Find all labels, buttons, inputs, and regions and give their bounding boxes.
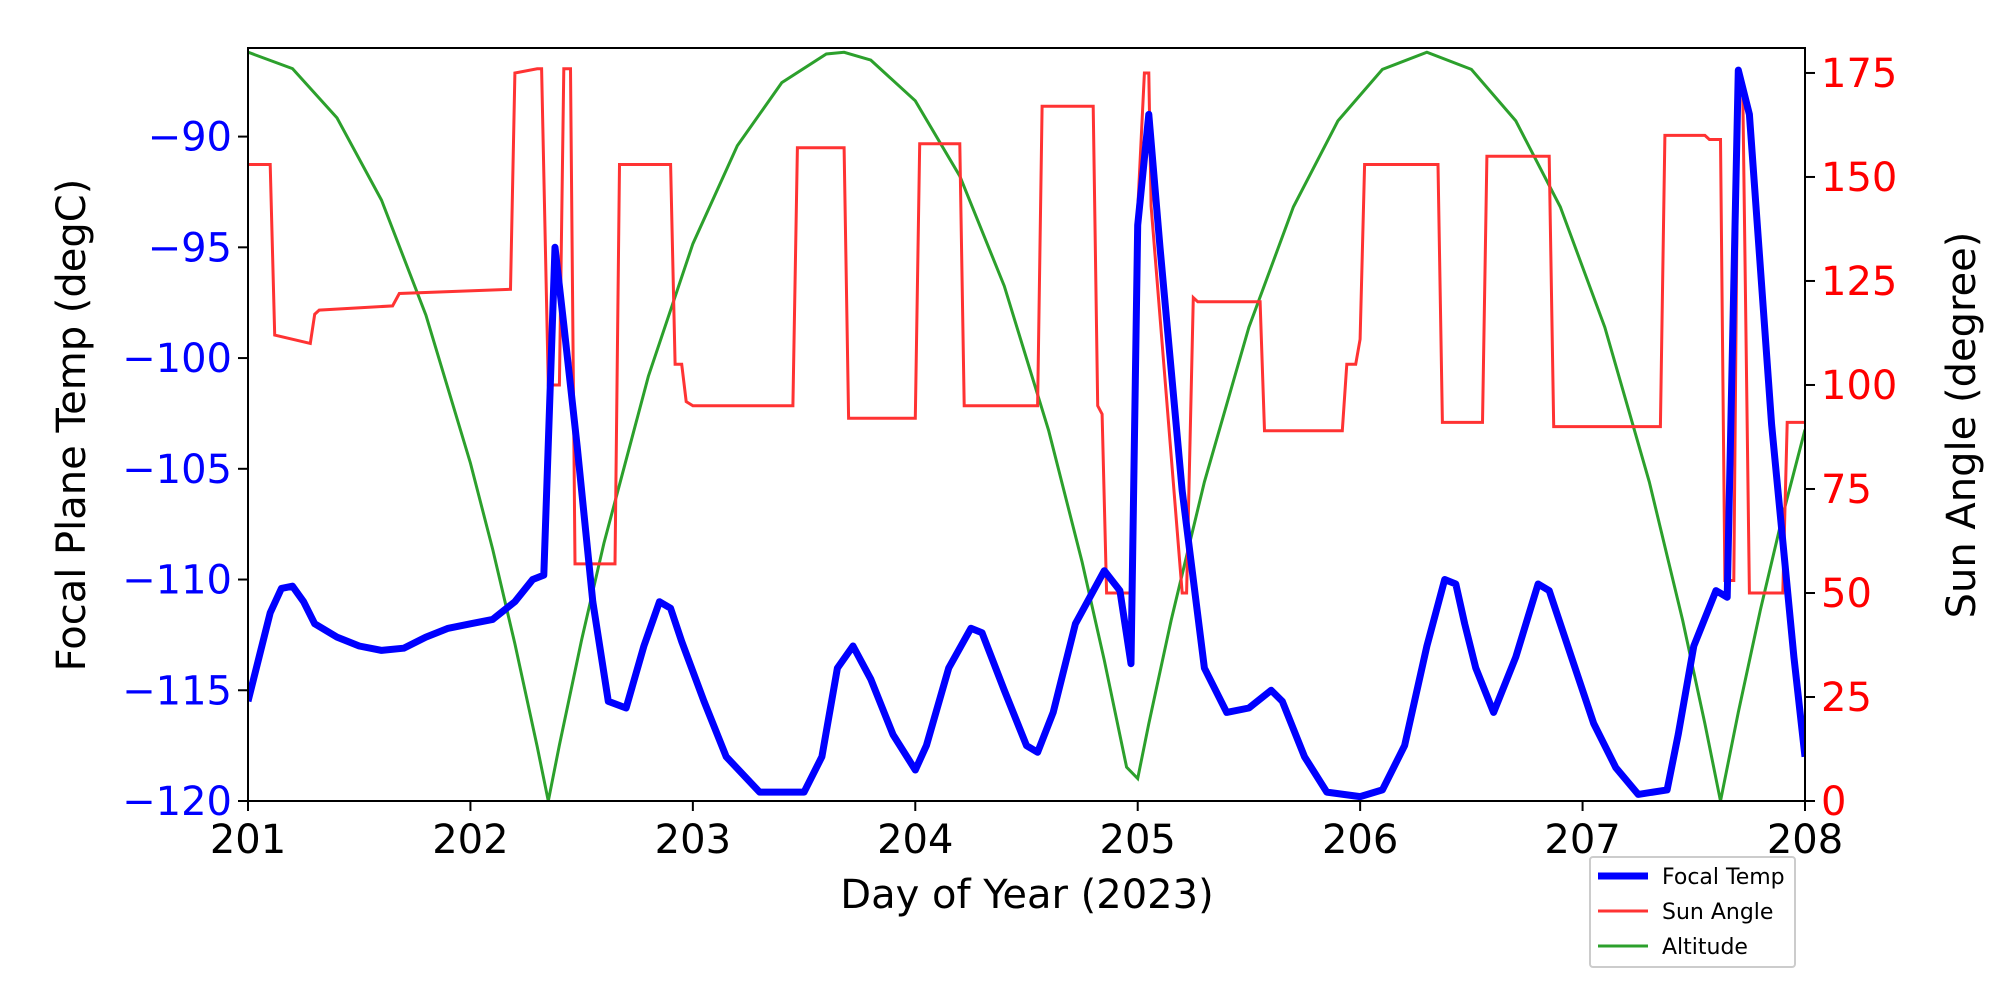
x-tick-label: 204 bbox=[877, 817, 953, 863]
sun-angle-series-line bbox=[248, 67, 1805, 595]
left-y-tick-label: −120 bbox=[122, 779, 232, 825]
right-y-tick-label: 150 bbox=[1821, 155, 1897, 201]
left-y-tick-label: −110 bbox=[122, 558, 232, 604]
right-y-tick-label: 0 bbox=[1821, 779, 1846, 825]
x-tick-label: 208 bbox=[1767, 817, 1843, 863]
left-y-tick-label: −90 bbox=[148, 115, 232, 161]
right-y-tick-label: 175 bbox=[1821, 51, 1897, 97]
right-y-tick-label: 50 bbox=[1821, 571, 1872, 617]
x-tick-label: 202 bbox=[432, 817, 508, 863]
x-tick-label: 205 bbox=[1100, 817, 1176, 863]
focal-temp-series-line bbox=[248, 66, 1805, 801]
left-y-tick-label: −95 bbox=[148, 225, 232, 271]
legend-label-sun: Sun Angle bbox=[1662, 900, 1773, 925]
left-y-tick-label: −105 bbox=[122, 447, 232, 493]
left-y-axis-title: Focal Plane Temp (degC) bbox=[49, 179, 95, 672]
x-tick-label: 207 bbox=[1544, 817, 1620, 863]
legend: Focal Temp Sun Angle Altitude bbox=[1589, 856, 1796, 968]
altitude-series-line bbox=[248, 50, 1805, 801]
x-tick-label: 203 bbox=[655, 817, 731, 863]
right-y-tick-label: 125 bbox=[1821, 259, 1897, 305]
plot-frame bbox=[247, 47, 1806, 802]
x-tick-label: 201 bbox=[210, 817, 286, 863]
right-y-axis-title: Sun Angle (degree) bbox=[1939, 232, 1985, 619]
x-tick-label: 206 bbox=[1322, 817, 1398, 863]
right-y-tick-label: 75 bbox=[1821, 467, 1872, 513]
right-y-tick-label: 25 bbox=[1821, 675, 1872, 721]
legend-label-altitude: Altitude bbox=[1662, 935, 1748, 960]
x-axis-title: Day of Year (2023) bbox=[840, 872, 1213, 918]
left-y-tick-label: −115 bbox=[122, 668, 232, 714]
legend-box bbox=[1589, 856, 1796, 968]
left-y-axis: −90 −95 −100 −105 −110 −115 −120 bbox=[122, 115, 248, 825]
right-y-axis: 175 150 125 100 75 50 25 0 bbox=[1805, 51, 1897, 825]
left-y-tick-label: −100 bbox=[122, 336, 232, 382]
x-axis: 201 202 203 204 205 206 207 208 bbox=[210, 801, 1843, 863]
right-y-tick-label: 100 bbox=[1821, 363, 1897, 409]
legend-label-focal: Focal Temp bbox=[1662, 865, 1785, 890]
